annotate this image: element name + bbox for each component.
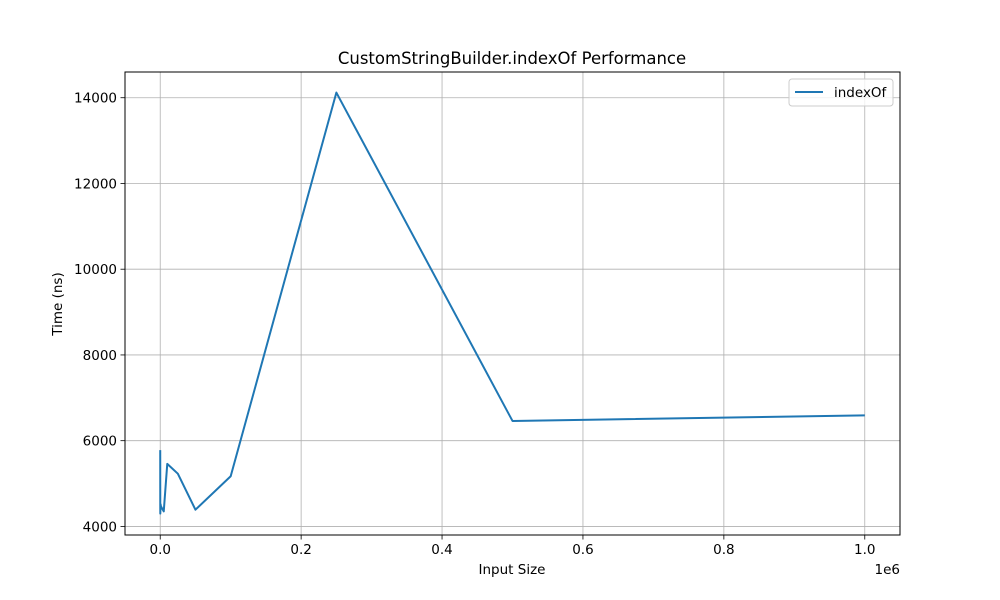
x-axis-offset-label: 1e6 — [875, 562, 900, 578]
y-tick-label: 6000 — [83, 434, 117, 450]
series-line-indexOf — [159, 91, 865, 515]
series-layer — [159, 91, 865, 515]
x-tick-label: 0.2 — [290, 542, 311, 558]
y-tick-label: 8000 — [83, 348, 117, 364]
x-tick-label: 0.4 — [431, 542, 452, 558]
x-tick-label: 1.0 — [854, 542, 875, 558]
y-tick-label: 4000 — [83, 519, 117, 535]
grid — [125, 72, 900, 535]
legend-frame — [788, 78, 894, 107]
x-tick-label: 0.8 — [713, 542, 734, 558]
legend: indexOf — [788, 78, 894, 107]
ticks: 0.0 0.2 0.4 0.6 0.8 1.0 4000 6000 8000 10000 12000… — [74, 91, 875, 558]
y-tick-label: 10000 — [74, 262, 117, 278]
legend-label: indexOf — [834, 85, 888, 101]
chart-title: CustomStringBuilder.indexOf Performance — [338, 49, 686, 68]
x-tick-label: 0.0 — [149, 542, 170, 558]
y-tick-label: 14000 — [74, 91, 117, 107]
x-tick-label: 0.6 — [572, 542, 593, 558]
plot-frame — [124, 71, 901, 536]
y-tick-label: 12000 — [74, 176, 117, 192]
x-axis-label: Input Size — [479, 562, 546, 578]
y-axis-label: Time (ns) — [50, 272, 66, 336]
